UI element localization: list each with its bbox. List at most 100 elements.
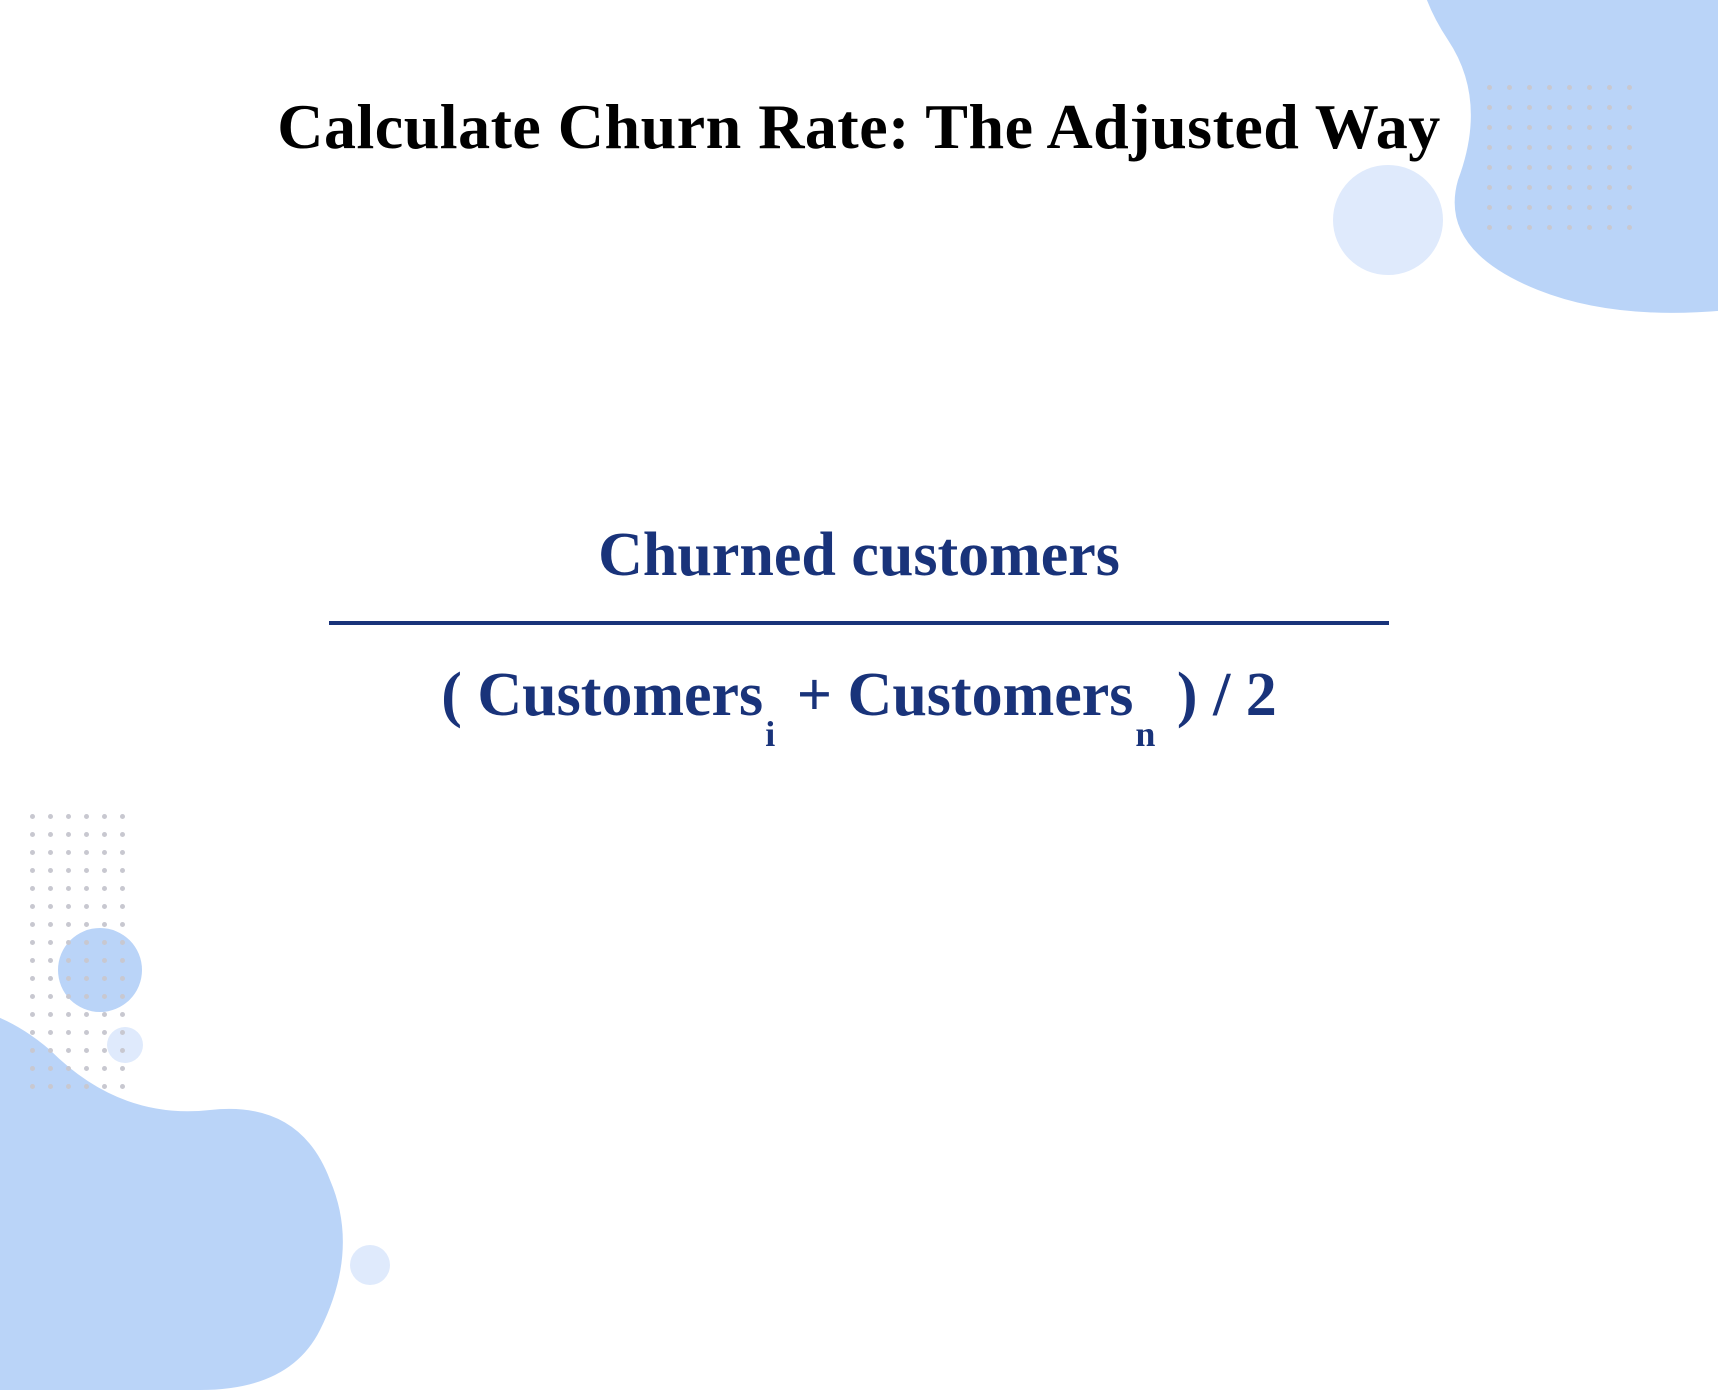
decor-dot [48, 976, 53, 981]
decor-dot [1547, 185, 1552, 190]
decor-dot [120, 814, 125, 819]
formula-numerator: Churned customers [598, 520, 1120, 591]
decor-dot [30, 1012, 35, 1017]
decor-dot [120, 832, 125, 837]
decor-dot [30, 976, 35, 981]
decor-dot [84, 922, 89, 927]
decor-dot [66, 886, 71, 891]
decor-dot [48, 958, 53, 963]
decor-dot [66, 868, 71, 873]
decor-dot [48, 850, 53, 855]
decor-dot [30, 1066, 35, 1071]
decor-dot [1607, 225, 1612, 230]
decor-dot [84, 994, 89, 999]
formula-container: Churned customers ( Customersi + Custome… [0, 520, 1718, 737]
decor-dot [120, 1030, 125, 1035]
decor-dot [120, 940, 125, 945]
decor-dot [102, 1066, 107, 1071]
decor-dot [66, 940, 71, 945]
decor-dot [1607, 205, 1612, 210]
decor-dot [84, 850, 89, 855]
decor-dot [66, 1012, 71, 1017]
decor-dot [1487, 185, 1492, 190]
decor-dot [30, 922, 35, 927]
decor-dot [84, 1084, 89, 1089]
decor-dot [30, 994, 35, 999]
decor-dot [1607, 165, 1612, 170]
decor-dot [48, 922, 53, 927]
decor-dot [66, 832, 71, 837]
decor-dot [66, 1030, 71, 1035]
decor-dot [84, 832, 89, 837]
decor-dot [1567, 205, 1572, 210]
decor-dot [30, 1084, 35, 1089]
decor-dot [1627, 165, 1632, 170]
decor-dot [1627, 205, 1632, 210]
denom-term-1: Customers [477, 661, 763, 729]
decor-dot [1627, 225, 1632, 230]
decor-dot [102, 976, 107, 981]
decor-dot [102, 1012, 107, 1017]
decor-dot [1527, 225, 1532, 230]
decor-dot [102, 1084, 107, 1089]
formula-denominator: ( Customersi + Customersn ) / 2 [441, 660, 1277, 737]
decor-dot [1487, 165, 1492, 170]
decor-dot [1587, 225, 1592, 230]
decor-dot [66, 814, 71, 819]
decor-dot [1547, 165, 1552, 170]
decor-dot [84, 1066, 89, 1071]
denom-plus: + [781, 661, 847, 729]
decor-dot [1567, 225, 1572, 230]
decor-dot [48, 1012, 53, 1017]
denom-subscript-i: i [765, 714, 775, 754]
decor-dot [84, 814, 89, 819]
decor-dot [48, 994, 53, 999]
decor-dot [120, 922, 125, 927]
decor-dot [66, 922, 71, 927]
decor-dot [102, 1048, 107, 1053]
decor-dot [1507, 185, 1512, 190]
decor-dot [120, 976, 125, 981]
decor-dot [30, 1030, 35, 1035]
decor-dot [84, 886, 89, 891]
decor-dot [1567, 185, 1572, 190]
decor-dot [84, 1012, 89, 1017]
decor-dot [1587, 165, 1592, 170]
decor-dot [30, 832, 35, 837]
decor-dot [1487, 205, 1492, 210]
denom-close: ) / 2 [1161, 661, 1276, 729]
decor-dot [30, 940, 35, 945]
decor-dot [48, 1048, 53, 1053]
decor-dot [48, 886, 53, 891]
decor-dot [48, 904, 53, 909]
decor-dot [66, 904, 71, 909]
decor-dot [102, 940, 107, 945]
decor-dot [66, 1048, 71, 1053]
decor-dot [120, 1048, 125, 1053]
decor-dot [1547, 205, 1552, 210]
decor-dot [102, 958, 107, 963]
decor-dot [1527, 165, 1532, 170]
decor-dot [30, 886, 35, 891]
decor-dot [102, 868, 107, 873]
decor-dot [120, 1012, 125, 1017]
decor-dot [120, 958, 125, 963]
decor-dot [1507, 225, 1512, 230]
denom-open-paren: ( [441, 661, 477, 729]
decor-dot [30, 1048, 35, 1053]
decor-dot [66, 1084, 71, 1089]
decor-dot [1607, 185, 1612, 190]
decor-dot [30, 868, 35, 873]
decor-dot [30, 904, 35, 909]
decor-dot [1587, 185, 1592, 190]
decor-dot [120, 1084, 125, 1089]
decor-dot [84, 958, 89, 963]
decor-dot [84, 976, 89, 981]
decor-dot [66, 850, 71, 855]
decor-dot [1527, 205, 1532, 210]
decor-dot [84, 904, 89, 909]
decor-dot [102, 886, 107, 891]
decor-dot [48, 814, 53, 819]
decor-dot [102, 850, 107, 855]
decor-dot [84, 1048, 89, 1053]
